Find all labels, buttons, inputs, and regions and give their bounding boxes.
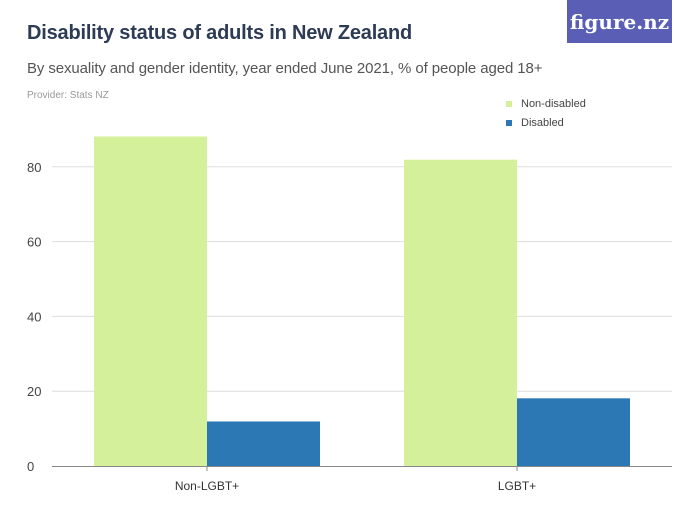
legend: Non-disabled Disabled [506,94,586,132]
legend-item-disabled: Disabled [506,113,586,132]
figure-nz-logo[interactable]: figure.nz [567,0,672,43]
y-tick-label: 40 [27,309,41,324]
legend-label-non-disabled: Non-disabled [521,97,586,110]
legend-swatch-non-disabled [506,100,512,107]
y-tick-label: 80 [27,160,41,175]
bar-disabled-non-lgbt[interactable] [207,421,320,466]
bar-disabled-lgbt[interactable] [517,398,630,466]
y-tick-label: 60 [27,235,41,250]
chart-title: Disability status of adults in New Zeala… [27,22,413,44]
logo-text: figure.nz [569,9,670,34]
bar-non-disabled-lgbt[interactable] [404,159,517,466]
y-tick-label: 20 [27,384,41,399]
legend-item-non-disabled: Non-disabled [506,94,586,113]
bar-non-disabled-non-lgbt[interactable] [94,136,207,467]
x-category-label: Non-LGBT+ [175,479,239,493]
chart-subtitle: By sexuality and gender identity, year e… [27,60,543,77]
legend-swatch-disabled [506,119,512,126]
provider-note: Provider: Stats NZ [27,90,109,101]
x-category-label: LGBT+ [498,479,536,493]
legend-label-disabled: Disabled [521,116,564,129]
y-tick-label: 0 [27,459,34,474]
